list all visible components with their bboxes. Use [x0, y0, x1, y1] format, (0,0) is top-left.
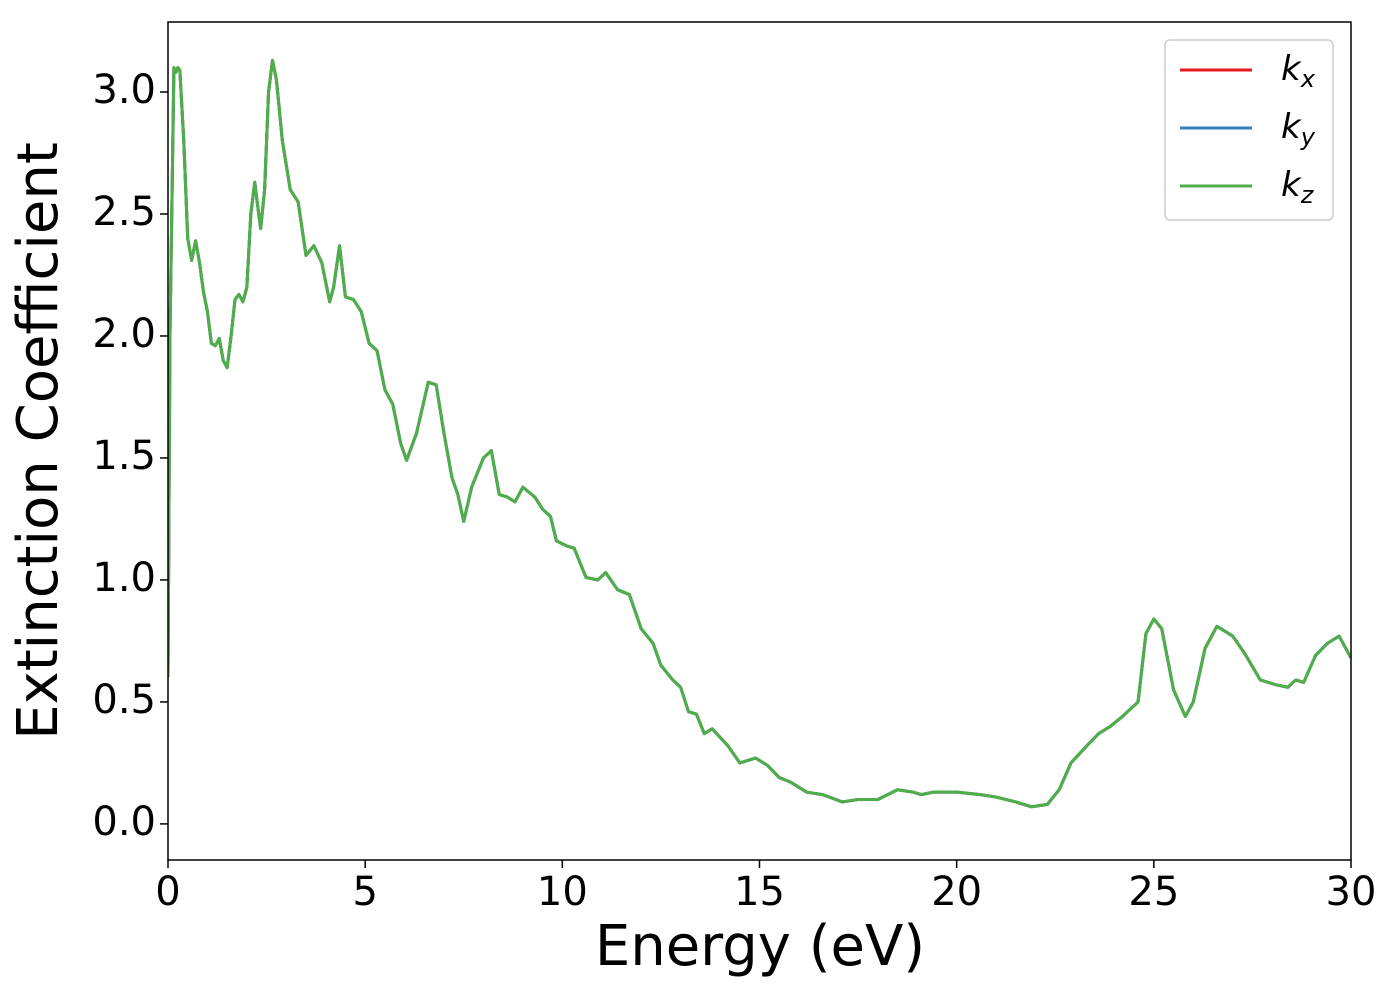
x-tick-label: 15 — [734, 869, 785, 915]
legend-label: kx — [1281, 49, 1316, 94]
plot-frame — [167, 21, 1352, 861]
x-axis-label: Energy (eV) — [595, 914, 925, 979]
y-tick-label: 2.0 — [92, 311, 156, 357]
legend-box — [1164, 39, 1334, 221]
line-series — [168, 58, 1351, 809]
y-axis-label: Extinction Coefficient — [6, 142, 71, 740]
y-tick-label: 0.5 — [92, 677, 156, 723]
x-tick-label: 0 — [155, 869, 180, 915]
y-tick-label: 1.5 — [92, 433, 156, 479]
x-tick-label: 25 — [1128, 869, 1179, 915]
y-tick-label: 0.0 — [92, 799, 156, 845]
x-tick-label: 5 — [352, 869, 377, 915]
legend-label: ky — [1281, 107, 1316, 152]
x-tick-label: 30 — [1326, 869, 1377, 915]
y-tick-label: 3.0 — [92, 67, 156, 113]
y-tick-label: 1.0 — [92, 555, 156, 601]
legend-label: kz — [1281, 165, 1315, 210]
x-tick-label: 10 — [537, 869, 588, 915]
y-tick-label: 2.5 — [92, 189, 156, 235]
x-tick-label: 20 — [931, 869, 982, 915]
